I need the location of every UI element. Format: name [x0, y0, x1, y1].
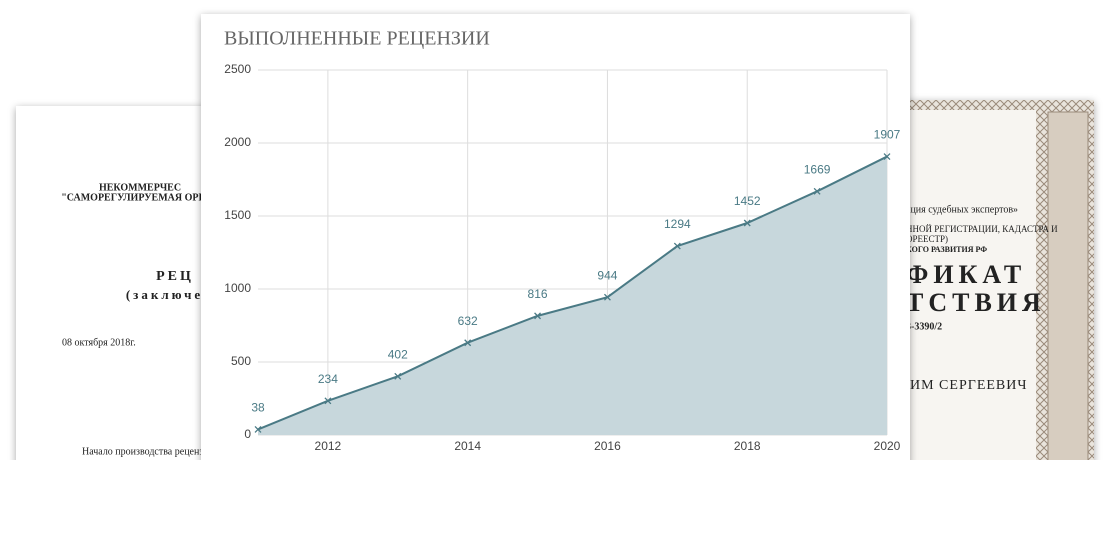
line [257, 155, 888, 431]
y-tick-label: 0 [244, 427, 251, 441]
value-label: 944 [597, 268, 617, 282]
value-label: 1669 [804, 162, 831, 176]
point-marker [743, 219, 751, 227]
x-tick-label: 2018 [734, 439, 761, 453]
chart-title: ВЫПОЛНЕННЫЕ РЕЦЕНЗИИ [224, 28, 490, 50]
x-tick-label: 2020 [874, 439, 901, 453]
document-text: ФИКАТ [906, 260, 1026, 289]
y-tick-label: 2000 [224, 135, 251, 149]
document-text: ННОЙ РЕГИСТРАЦИИ, КАДАСТРА И [906, 224, 1058, 234]
point-marker [464, 339, 472, 347]
paper [16, 106, 216, 460]
document-text: (заключени [126, 287, 224, 302]
certificate-inner [906, 110, 1036, 460]
document-text: ОРЕЕСТР) [906, 234, 948, 244]
document-text: 3-3390/2 [906, 321, 942, 332]
value-label: 632 [458, 314, 478, 328]
point-marker [883, 153, 891, 161]
value-label: 234 [318, 372, 338, 386]
y-tick-label: 1000 [224, 281, 251, 295]
scene: НЕКОММЕРЧЕС"САМОРЕГУЛИРУЕМАЯ ОРГАН РЕЦ (за… [16, 14, 1094, 460]
point-marker [673, 242, 681, 250]
document-text: Начало производства рецензии [82, 446, 215, 457]
point-marker [534, 312, 542, 320]
document-text: "САМОРЕГУЛИРУЕМАЯ ОРГАН [61, 192, 219, 203]
value-label: 816 [528, 287, 548, 301]
document-text: РЕЦ [156, 269, 194, 284]
x-tick-label: 2012 [315, 439, 342, 453]
point-marker [603, 293, 611, 301]
point-marker [324, 397, 332, 405]
y-tick-label: 2500 [224, 62, 251, 76]
document-text: КОГО РАЗВИТИЯ РФ [906, 245, 987, 254]
value-label: 1907 [874, 128, 901, 142]
y-tick-label: 500 [231, 354, 251, 368]
chart-card: ВЫПОЛНЕННЫЕ РЕЦЕНЗИИ 0 500 1000 1500 2000 250… [201, 14, 910, 460]
right-document: ация судебных экспертов» ННОЙ РЕГИСТРАЦИИ… [898, 100, 1094, 460]
x-tick-label: 2014 [454, 439, 481, 453]
document-text: ИМ СЕРГЕЕВИЧ [910, 378, 1027, 393]
x-tick-label: 2016 [594, 439, 621, 453]
document-text: ТСТВИЯ [906, 288, 1046, 317]
point-marker [813, 187, 821, 195]
y-tick-label: 1500 [224, 208, 251, 222]
point-marker [394, 372, 402, 380]
document-text: НЕКОММЕРЧЕС [99, 182, 181, 193]
value-label: 38 [251, 401, 265, 415]
value-label: 402 [388, 347, 408, 361]
ornament [1047, 111, 1089, 460]
value-label: 1452 [734, 194, 761, 208]
value-label: 1294 [664, 217, 691, 231]
document-text: ация судебных экспертов» [906, 204, 1018, 215]
left-document: НЕКОММЕРЧЕС"САМОРЕГУЛИРУЕМАЯ ОРГАН РЕЦ (за… [16, 106, 224, 460]
area [258, 156, 887, 435]
point-marker [254, 425, 262, 433]
document-text: 08 октября 2018г. [62, 337, 136, 348]
